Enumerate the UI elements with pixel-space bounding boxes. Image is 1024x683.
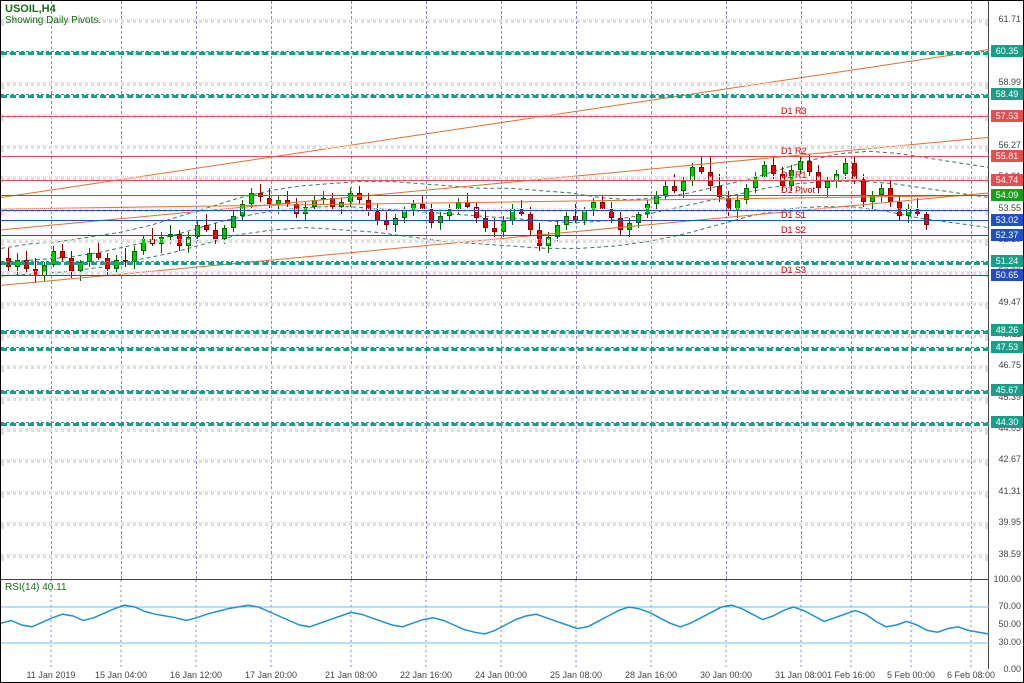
- subtitle: Showing Daily Pivots.: [5, 15, 101, 26]
- rsi-panel[interactable]: RSI(14) 40.11: [1, 579, 989, 669]
- time-axis: 11 Jan 201915 Jan 04:0016 Jan 12:0017 Ja…: [1, 668, 989, 682]
- price-axis: 38.5939.9541.3142.6744.0345.3946.7548.11…: [988, 1, 1023, 579]
- rsi-axis: 0.0030.0050.0070.00100.00: [988, 579, 1023, 669]
- symbol-title: USOIL,H4: [5, 3, 101, 15]
- chart-container: USOIL,H4 Showing Daily Pivots. D1 R3D1 R…: [0, 0, 1024, 683]
- title-area: USOIL,H4 Showing Daily Pivots.: [5, 3, 101, 26]
- rsi-line: [1, 580, 989, 670]
- price-chart[interactable]: D1 R3D1 R2D1 R1D1 PivotD1 S1D1 S2D1 S3: [1, 1, 989, 579]
